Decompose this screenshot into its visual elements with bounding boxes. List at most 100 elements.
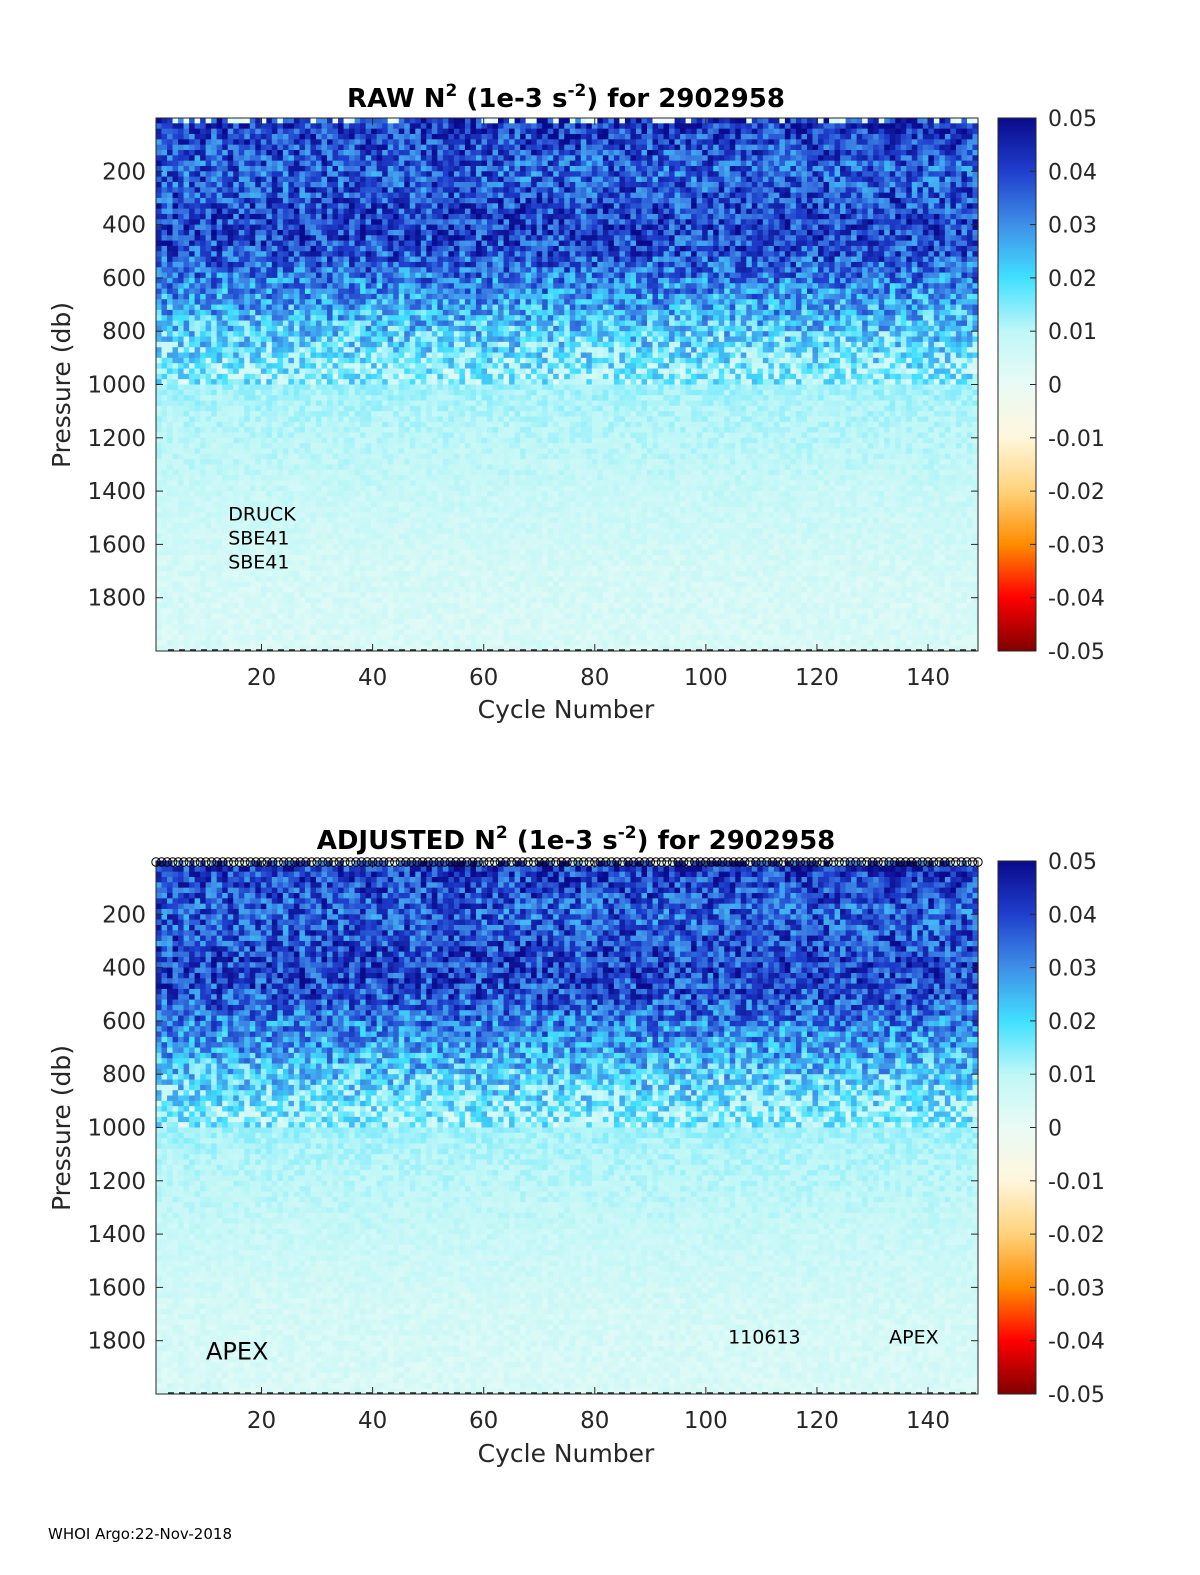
heatmap-cell xyxy=(277,161,283,167)
heatmap-cell xyxy=(156,438,162,444)
heatmap-cell xyxy=(366,592,372,598)
heatmap-cell xyxy=(415,246,421,252)
heatmap-cell xyxy=(299,193,305,199)
heatmap-cell xyxy=(349,502,355,508)
heatmap-cell xyxy=(283,193,289,199)
heatmap-cell xyxy=(283,385,289,391)
heatmap-cell xyxy=(244,432,250,438)
heatmap-cell xyxy=(382,395,388,401)
heatmap-cell xyxy=(272,182,278,188)
heatmap-cell xyxy=(344,630,350,636)
heatmap-cell xyxy=(217,123,223,129)
heatmap-cell xyxy=(222,630,228,636)
heatmap-cell xyxy=(261,379,267,385)
heatmap-cell xyxy=(178,400,184,406)
heatmap-cell xyxy=(222,390,228,396)
heatmap-cell xyxy=(421,475,427,481)
heatmap-cell xyxy=(388,305,394,311)
heatmap-cell xyxy=(178,123,184,129)
heatmap-cell xyxy=(211,598,217,604)
heatmap-cell xyxy=(222,443,228,449)
heatmap-cell xyxy=(288,603,294,609)
heatmap-cell xyxy=(255,390,261,396)
heatmap-cell xyxy=(410,475,416,481)
heatmap-cell xyxy=(266,630,272,636)
heatmap-cell xyxy=(184,576,190,582)
heatmap-cell xyxy=(250,166,256,172)
heatmap-cell xyxy=(184,155,190,161)
heatmap-cell xyxy=(382,134,388,140)
heatmap-cell xyxy=(316,230,322,236)
heatmap-cell xyxy=(277,470,283,476)
heatmap-cell xyxy=(283,486,289,492)
heatmap-cell xyxy=(388,379,394,385)
heatmap-cell xyxy=(327,262,333,268)
heatmap-cell xyxy=(366,187,372,193)
heatmap-cell xyxy=(294,427,300,433)
heatmap-cell xyxy=(355,150,361,156)
heatmap-cell xyxy=(399,528,405,534)
heatmap-cell xyxy=(184,182,190,188)
heatmap-cell xyxy=(377,273,383,279)
heatmap-cell xyxy=(299,369,305,375)
heatmap-cell xyxy=(189,294,195,300)
heatmap-cell xyxy=(200,209,206,215)
raw-title-mid: (1e-3 s xyxy=(457,84,567,114)
heatmap-cell xyxy=(299,219,305,225)
heatmap-cell xyxy=(322,443,328,449)
heatmap-cell xyxy=(316,518,322,524)
heatmap-cell xyxy=(211,310,217,316)
heatmap-cell xyxy=(178,550,184,556)
heatmap-cell xyxy=(327,219,333,225)
heatmap-cell xyxy=(272,342,278,348)
heatmap-cell xyxy=(382,528,388,534)
heatmap-cell xyxy=(371,246,377,252)
heatmap-cell xyxy=(377,235,383,241)
heatmap-cell xyxy=(211,235,217,241)
heatmap-cell xyxy=(344,198,350,204)
heatmap-cell xyxy=(388,225,394,231)
heatmap-cell xyxy=(421,438,427,444)
heatmap-cell xyxy=(310,139,316,145)
heatmap-cell xyxy=(255,118,261,124)
heatmap-cell xyxy=(360,257,366,263)
heatmap-cell xyxy=(388,267,394,273)
heatmap-cell xyxy=(316,422,322,428)
heatmap-cell xyxy=(310,315,316,321)
heatmap-cell xyxy=(239,422,245,428)
heatmap-cell xyxy=(415,177,421,183)
heatmap-cell xyxy=(189,491,195,497)
heatmap-cell xyxy=(173,374,179,380)
heatmap-cell xyxy=(266,582,272,588)
heatmap-cell xyxy=(310,166,316,172)
heatmap-cell xyxy=(200,353,206,359)
heatmap-cell xyxy=(167,294,173,300)
heatmap-cell xyxy=(388,166,394,172)
heatmap-cell xyxy=(211,203,217,209)
heatmap-cell xyxy=(277,438,283,444)
heatmap-cell xyxy=(316,358,322,364)
heatmap-cell xyxy=(426,576,432,582)
heatmap-cell xyxy=(344,139,350,145)
heatmap-cell xyxy=(310,283,316,289)
heatmap-cell xyxy=(299,241,305,247)
heatmap-cell xyxy=(399,310,405,316)
heatmap-cell xyxy=(239,235,245,241)
heatmap-cell xyxy=(382,209,388,215)
heatmap-cell xyxy=(322,134,328,140)
heatmap-cell xyxy=(228,491,234,497)
heatmap-cell xyxy=(404,550,410,556)
heatmap-cell xyxy=(355,358,361,364)
heatmap-cell xyxy=(382,230,388,236)
heatmap-cell xyxy=(415,267,421,273)
heatmap-cell xyxy=(222,480,228,486)
heatmap-cell xyxy=(200,225,206,231)
heatmap-cell xyxy=(156,518,162,524)
heatmap-cell xyxy=(349,315,355,321)
heatmap-cell xyxy=(222,353,228,359)
heatmap-cell xyxy=(338,241,344,247)
heatmap-cell xyxy=(310,587,316,593)
heatmap-cell xyxy=(272,459,278,465)
heatmap-cell xyxy=(266,353,272,359)
heatmap-cell xyxy=(310,278,316,284)
